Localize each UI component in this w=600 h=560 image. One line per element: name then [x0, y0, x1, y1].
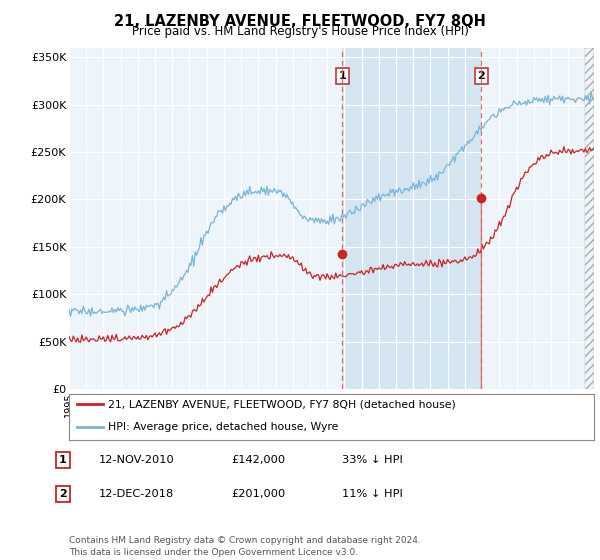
Text: 12-DEC-2018: 12-DEC-2018 — [99, 489, 174, 499]
Text: 11% ↓ HPI: 11% ↓ HPI — [342, 489, 403, 499]
Text: 33% ↓ HPI: 33% ↓ HPI — [342, 455, 403, 465]
Bar — [343, 48, 481, 389]
Text: 2: 2 — [59, 489, 67, 499]
Text: Contains HM Land Registry data © Crown copyright and database right 2024.
This d: Contains HM Land Registry data © Crown c… — [69, 536, 421, 557]
Text: 21, LAZENBY AVENUE, FLEETWOOD, FY7 8QH (detached house): 21, LAZENBY AVENUE, FLEETWOOD, FY7 8QH (… — [109, 399, 456, 409]
Text: 12-NOV-2010: 12-NOV-2010 — [99, 455, 175, 465]
Text: 21, LAZENBY AVENUE, FLEETWOOD, FY7 8QH: 21, LAZENBY AVENUE, FLEETWOOD, FY7 8QH — [114, 14, 486, 29]
Text: £142,000: £142,000 — [231, 455, 285, 465]
Text: £201,000: £201,000 — [231, 489, 285, 499]
Text: HPI: Average price, detached house, Wyre: HPI: Average price, detached house, Wyre — [109, 422, 339, 432]
Text: 1: 1 — [59, 455, 67, 465]
Text: 2: 2 — [478, 71, 485, 81]
Text: 1: 1 — [338, 71, 346, 81]
Text: Price paid vs. HM Land Registry's House Price Index (HPI): Price paid vs. HM Land Registry's House … — [131, 25, 469, 38]
